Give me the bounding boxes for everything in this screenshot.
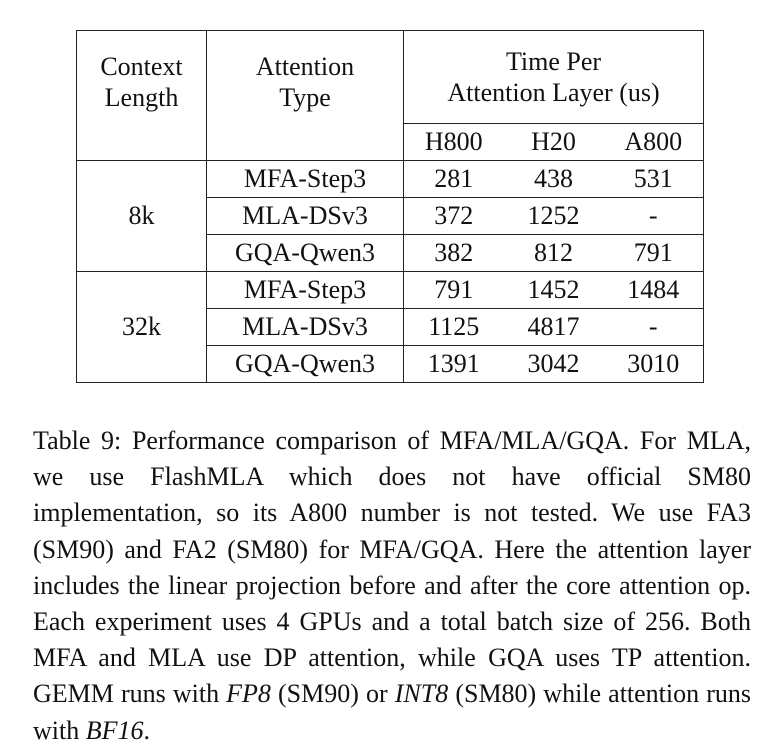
caption-int8: INT8 — [394, 679, 449, 709]
value-cell: 1252 — [503, 197, 604, 235]
value-cell: 1125 — [403, 308, 504, 346]
caption-text-1: Table 9: Performance comparison of MFA/M… — [33, 426, 751, 709]
header-gpu-a800: A800 — [603, 123, 704, 161]
context-cell-8k: 8k — [76, 160, 207, 272]
value-cell: 1391 — [403, 345, 504, 383]
table-caption: Table 9: Performance comparison of MFA/M… — [33, 423, 751, 749]
value-cell: - — [603, 197, 704, 235]
value-cell: 791 — [403, 271, 504, 309]
header-gpu-h20: H20 — [503, 123, 604, 161]
value-cell: 3042 — [503, 345, 604, 383]
type-cell: MLA-DSv3 — [206, 197, 404, 235]
value-cell: 382 — [403, 234, 504, 272]
header-context-length: Context Length — [76, 30, 207, 161]
caption-text-4: . — [143, 715, 151, 745]
value-cell: 3010 — [603, 345, 704, 383]
value-cell: 438 — [503, 160, 604, 198]
caption-text-2: (SM90) or — [270, 679, 395, 709]
value-cell: 372 — [403, 197, 504, 235]
type-cell: GQA-Qwen3 — [206, 234, 404, 272]
header-time-per-layer: Time Per Attention Layer (us) — [403, 30, 704, 124]
header-time-line1: Time Per — [505, 46, 602, 76]
value-cell: 1484 — [603, 271, 704, 309]
context-cell-32k: 32k — [76, 271, 207, 383]
value-cell: 281 — [403, 160, 504, 198]
value-cell: 1452 — [503, 271, 604, 309]
header-time-line2: Attention Layer (us) — [447, 78, 660, 107]
header-attention-type-line1: Attention — [255, 52, 355, 81]
type-cell: MFA-Step3 — [206, 160, 404, 198]
header-attention-type: Attention Type — [206, 30, 404, 161]
value-cell: - — [603, 308, 704, 346]
value-cell: 531 — [603, 160, 704, 198]
type-cell: MFA-Step3 — [206, 271, 404, 309]
header-context-length-line2: Length — [104, 83, 179, 113]
caption-bf16: BF16 — [85, 715, 144, 745]
caption-text-3: (SM80) while attention runs with — [33, 679, 751, 745]
value-cell: 812 — [503, 234, 604, 272]
type-cell: MLA-DSv3 — [206, 308, 404, 346]
header-gpu-h800: H800 — [403, 123, 504, 161]
value-cell: 791 — [603, 234, 704, 272]
results-table-container: Context Length Attention Type Time Per A… — [76, 30, 704, 383]
performance-table: Context Length Attention Type Time Per A… — [76, 30, 704, 383]
header-attention-type-line2: Type — [279, 83, 331, 113]
value-cell: 4817 — [503, 308, 604, 346]
caption-fp8: FP8 — [226, 679, 271, 709]
header-context-length-line1: Context — [100, 52, 183, 81]
type-cell: GQA-Qwen3 — [206, 345, 404, 383]
